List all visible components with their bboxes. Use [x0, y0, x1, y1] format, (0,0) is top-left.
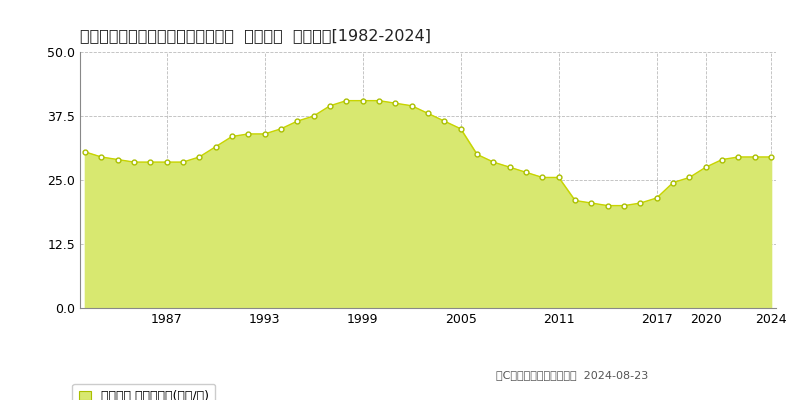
- Legend: 地価公示 平均坪単価(万円/坪): 地価公示 平均坪単価(万円/坪): [72, 384, 215, 400]
- Text: （C）土地価格ドットコム  2024-08-23: （C）土地価格ドットコム 2024-08-23: [496, 370, 648, 380]
- Text: 山形県山形市荒楯町１丁目９番３外  地価公示  地価推移[1982-2024]: 山形県山形市荒楯町１丁目９番３外 地価公示 地価推移[1982-2024]: [80, 28, 431, 43]
